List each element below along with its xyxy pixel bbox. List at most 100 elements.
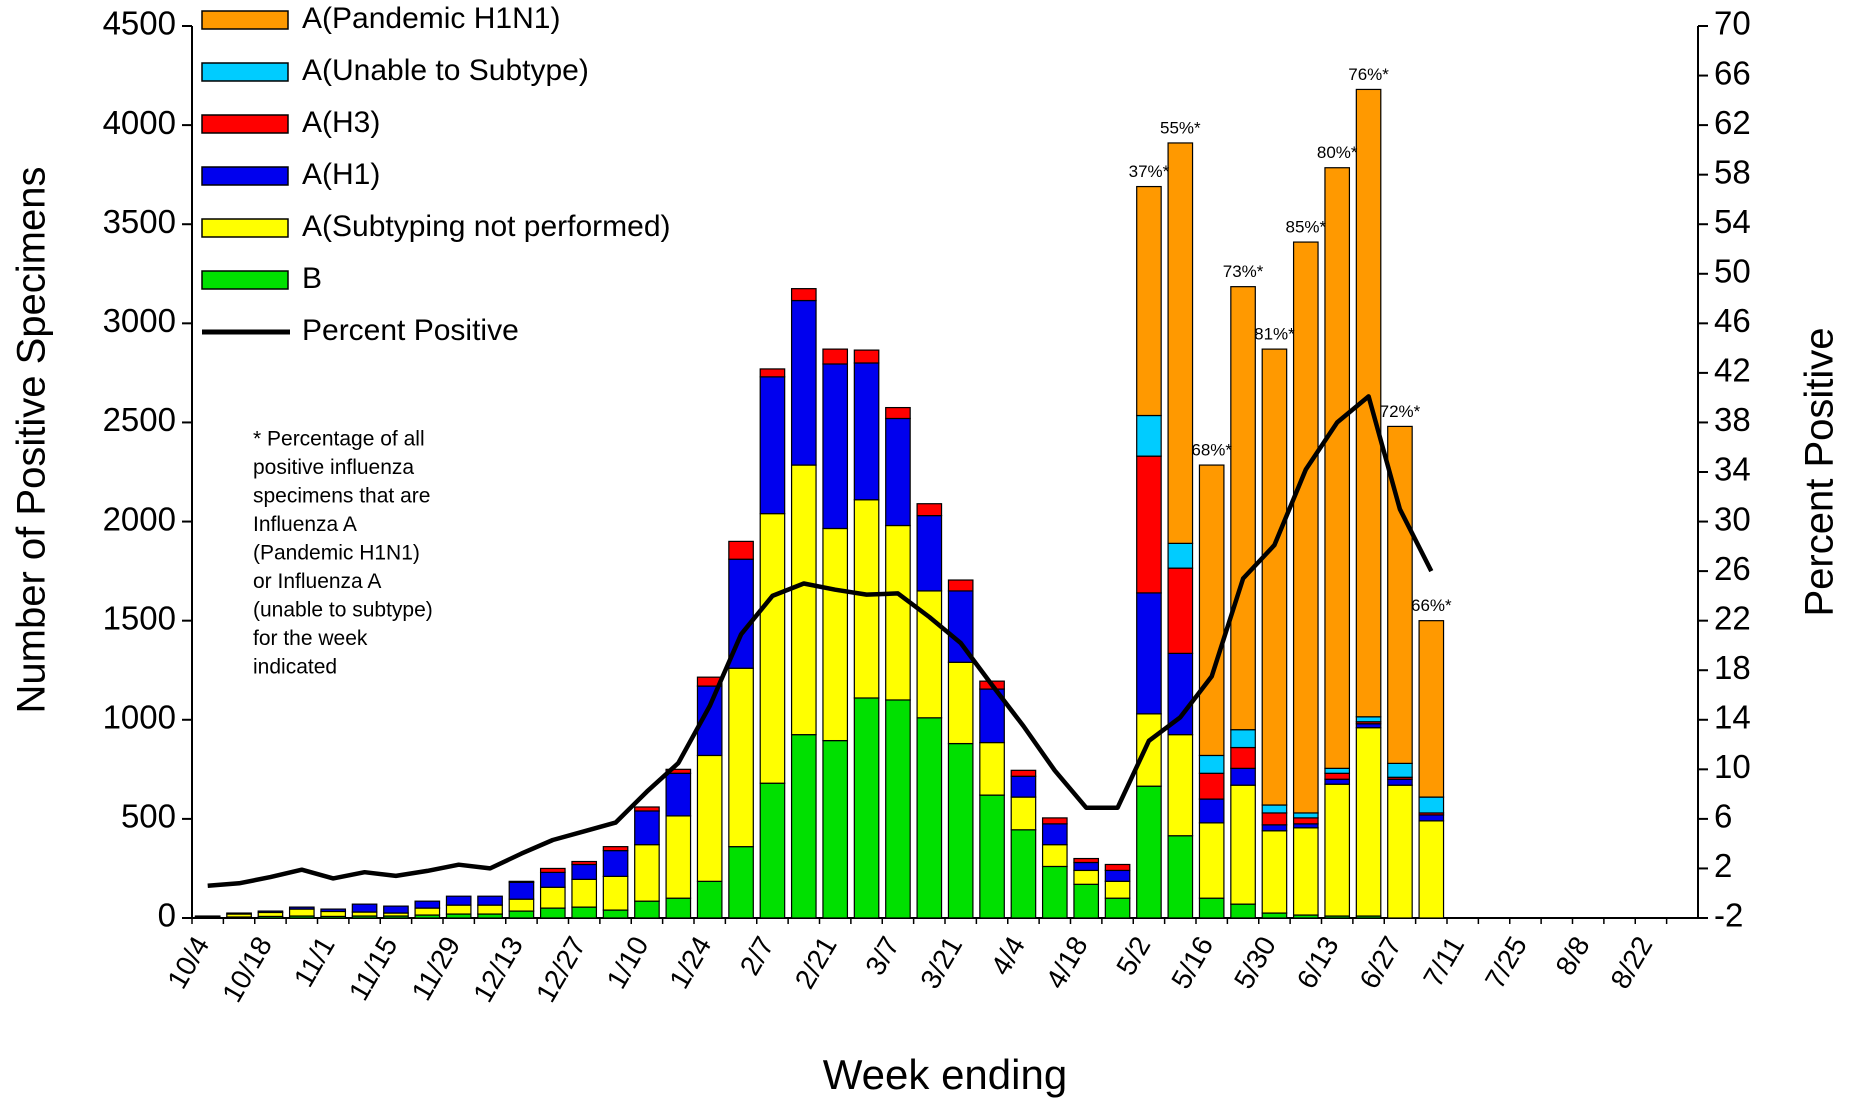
bar-segment	[1292, 241, 1319, 814]
note-text: * Percentage of all	[253, 428, 425, 451]
bar-segment	[602, 909, 629, 919]
bar-segment	[602, 846, 629, 852]
y-tick-label: 4000	[103, 104, 176, 141]
bar-segment	[1324, 167, 1351, 769]
bar-segment	[1387, 778, 1413, 786]
y2-tick-label: 38	[1714, 401, 1751, 438]
bar-segment	[602, 875, 629, 911]
bar-segment	[571, 878, 598, 908]
bar-segment	[885, 406, 911, 420]
bar-segment	[853, 349, 880, 364]
x-tick-label: 5/2	[1110, 931, 1156, 980]
legend-label: B	[302, 262, 322, 295]
bar-annotation: 72%*	[1380, 402, 1421, 421]
bar-segment	[1230, 729, 1256, 749]
bar-segment	[759, 376, 786, 515]
bar-segment	[602, 850, 629, 877]
bar-segment	[1324, 783, 1351, 917]
note-text: indicated	[253, 656, 337, 679]
bar-segment	[445, 895, 472, 906]
y2-tick-label: 46	[1714, 302, 1751, 339]
x-tick-label: 11/1	[288, 931, 341, 992]
bar-segment	[1073, 869, 1100, 885]
bar-segment	[1167, 567, 1194, 654]
bar-segment	[1136, 455, 1162, 594]
legend-label: A(Unable to Subtype)	[302, 54, 589, 87]
bar-segment	[916, 503, 943, 517]
bar-segment	[1041, 844, 1068, 868]
bar-segment	[885, 524, 911, 701]
bar-segment	[1167, 734, 1194, 837]
y2-tick-label: 6	[1714, 798, 1732, 835]
bar-segment	[1010, 769, 1037, 777]
bar-segment	[1104, 897, 1131, 919]
x-tick-label: 4/18	[1040, 931, 1094, 994]
y2-tick-label: 54	[1714, 203, 1751, 240]
bar-segment	[1167, 835, 1194, 919]
note-text: (Pandemic H1N1)	[253, 542, 420, 565]
bar-segment	[508, 880, 535, 883]
bar-annotation: 66%*	[1411, 596, 1452, 615]
x-tick-label: 11/15	[343, 931, 404, 1005]
legend-label: A(Subtyping not performed)	[302, 210, 671, 243]
y2-tick-label: 30	[1714, 500, 1751, 537]
bar-segment	[728, 667, 754, 848]
bar-segment	[1010, 775, 1037, 798]
y2-tick-label: -2	[1714, 897, 1743, 934]
bar-annotation: 85%*	[1285, 218, 1326, 237]
bar-segment	[226, 912, 252, 915]
bar-segment	[1230, 903, 1256, 919]
note-text: (unable to subtype)	[253, 599, 433, 622]
bar-segment	[477, 904, 503, 915]
bar-segment	[885, 417, 911, 527]
bar-segment	[728, 846, 754, 919]
x-axis-title: Week ending	[823, 1051, 1067, 1098]
bar-annotation: 76%*	[1348, 65, 1389, 84]
x-tick-label: 3/21	[914, 931, 968, 994]
bar-segment	[759, 368, 786, 378]
bar-segment	[1136, 185, 1162, 417]
y2-tick-label: 50	[1714, 252, 1751, 289]
y2-tick-label: 18	[1714, 649, 1751, 686]
bar-segment	[508, 910, 535, 919]
y-tick-label: 3500	[103, 203, 176, 240]
bar-segment	[1073, 883, 1100, 919]
bar-segment	[790, 288, 817, 302]
bar-segment	[947, 579, 974, 592]
bar-segment	[1292, 827, 1319, 916]
bar-annotation: 37%*	[1129, 162, 1170, 181]
y2-tick-label: 10	[1714, 748, 1751, 785]
bar-segment	[853, 499, 880, 699]
bar-segment	[539, 867, 566, 874]
bar-segment	[1418, 796, 1445, 814]
bar-annotation: 68%*	[1191, 441, 1232, 460]
bar-segment	[696, 754, 723, 882]
legend-swatch	[201, 10, 289, 30]
bar-segment	[1261, 830, 1288, 914]
x-tick-label: 1/24	[663, 931, 717, 994]
y-tick-label: 1000	[103, 698, 176, 735]
bar-segment	[1167, 542, 1194, 569]
legend-label: A(H3)	[302, 106, 380, 139]
bar-segment	[1198, 897, 1225, 919]
bar-segment	[979, 741, 1005, 796]
y2-tick-label: 26	[1714, 550, 1751, 587]
bar-segment	[1198, 754, 1225, 774]
bar-segment	[696, 880, 723, 919]
bar-segment	[351, 903, 378, 913]
y-tick-label: 4500	[103, 5, 176, 42]
y2-tick-label: 58	[1714, 153, 1751, 190]
bar-annotation: 73%*	[1223, 262, 1264, 281]
x-tick-label: 3/7	[859, 931, 905, 980]
y2-tick-label: 42	[1714, 352, 1751, 389]
legend-swatch	[201, 270, 289, 290]
x-tick-label: 2/21	[789, 931, 843, 994]
x-tick-label: 5/30	[1228, 931, 1282, 994]
bar-segment	[1198, 464, 1225, 757]
bar-segment	[853, 697, 880, 919]
bar-segment	[1136, 785, 1162, 919]
y-tick-label: 1500	[103, 599, 176, 636]
bar-segment	[1198, 822, 1225, 899]
bar-segment	[1261, 812, 1288, 826]
y-tick-label: 2500	[103, 401, 176, 438]
